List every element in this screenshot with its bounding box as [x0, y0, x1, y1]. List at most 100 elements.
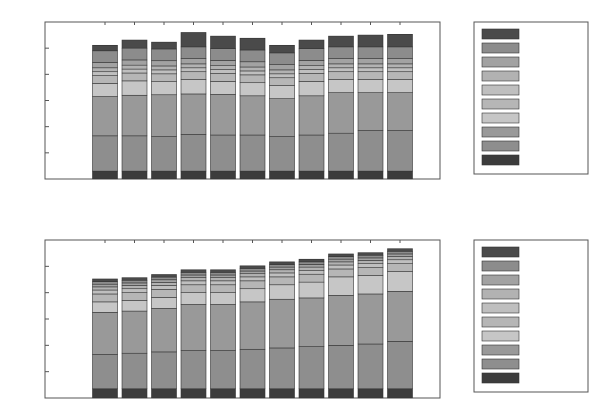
bar-segment [239, 388, 266, 399]
bar-segment [121, 300, 148, 312]
bar-segment [121, 282, 148, 286]
bar-segment [92, 388, 118, 399]
bar-segment [239, 301, 266, 350]
bar-segment [180, 67, 207, 73]
bar-segment [387, 256, 413, 261]
bar-segment [357, 46, 384, 59]
bar-segment [180, 58, 207, 65]
bar-segment [121, 135, 148, 172]
bar-segment [239, 273, 266, 278]
bar-segment [387, 263, 413, 272]
bar-segment [210, 94, 236, 136]
bar-segment [328, 261, 354, 266]
bar-segment [210, 277, 236, 282]
bar-segment [357, 92, 384, 131]
bar-segment [328, 258, 354, 263]
bar-segment [387, 253, 413, 257]
bar-segment [210, 272, 236, 276]
bar-segment [298, 261, 325, 265]
bar-segment [357, 343, 384, 390]
bar-segment [298, 281, 325, 299]
legend-swatch [481, 358, 520, 370]
bar-segment [121, 94, 148, 137]
bar-segment [180, 170, 207, 180]
bar-segment [180, 292, 207, 305]
bar-segment [298, 134, 325, 172]
bar-segment [92, 135, 118, 172]
bar-segment [387, 291, 413, 342]
legend-swatch [481, 126, 520, 138]
bar-segment [328, 276, 354, 296]
bar-segment [239, 37, 266, 51]
bar-segment [298, 81, 325, 97]
legend-swatch [481, 316, 520, 328]
bar-segment [121, 80, 148, 96]
bar-segment [239, 268, 266, 272]
bar-segment [328, 268, 354, 278]
bar-segment [210, 65, 236, 70]
bar-segment [151, 48, 177, 62]
bar-segment [239, 82, 266, 97]
bar-segment [239, 270, 266, 275]
bar-segment [121, 288, 148, 293]
bar-segment [239, 95, 266, 136]
bar-segment [269, 272, 295, 278]
bar-segment [180, 304, 207, 351]
bar-segment [298, 95, 325, 136]
bar-segment [269, 69, 295, 75]
bar-segment [151, 308, 177, 353]
bar-segment [328, 256, 354, 260]
bar-segment [269, 261, 295, 265]
bar-segment [151, 65, 177, 71]
legend-swatch [481, 42, 520, 54]
bar-segment [121, 310, 148, 354]
bar-segment [180, 134, 207, 172]
bar-segment [210, 304, 236, 351]
bar-segment [210, 388, 236, 399]
bar-segment [121, 170, 148, 180]
bar-segment [387, 248, 413, 252]
bar-segment [387, 259, 413, 265]
legend-swatch [481, 154, 520, 166]
bar-segment [210, 280, 236, 286]
bar-segment [387, 46, 413, 59]
bar-segment [151, 136, 177, 172]
bar-segment [92, 278, 118, 282]
bar-segment [357, 130, 384, 172]
bar-segment [298, 73, 325, 82]
legend-swatch [481, 330, 520, 342]
bar-segment [357, 252, 384, 256]
bar-segment [387, 170, 413, 180]
bar-segment [92, 67, 118, 73]
bar-segment [298, 266, 325, 271]
bar-segment [298, 269, 325, 275]
bar-segment [328, 253, 354, 257]
bar-segment [92, 83, 118, 97]
bar-segment [269, 73, 295, 79]
bar-segment [269, 276, 295, 286]
bar-segment [121, 388, 148, 399]
bar-segment [210, 284, 236, 293]
bar-segment [239, 70, 266, 76]
bar-segment [92, 283, 118, 288]
bar-segment [151, 276, 177, 281]
bar-segment [92, 281, 118, 285]
bar-segment [328, 58, 354, 65]
bar-segment [387, 63, 413, 69]
bar-segment [210, 292, 236, 305]
bar-segment [92, 170, 118, 180]
bar-segment [92, 75, 118, 84]
bar-segment [210, 81, 236, 95]
bar-segment [269, 266, 295, 271]
bar-segment [239, 265, 266, 269]
bar-segment [387, 130, 413, 172]
bar-segment [180, 280, 207, 286]
bar-segment [92, 289, 118, 295]
legend-swatch [481, 140, 520, 152]
bar-segment [180, 46, 207, 59]
bar-segment [298, 388, 325, 399]
bar-segment [180, 63, 207, 69]
bar-segment [180, 269, 207, 273]
bar-segment [269, 44, 295, 54]
